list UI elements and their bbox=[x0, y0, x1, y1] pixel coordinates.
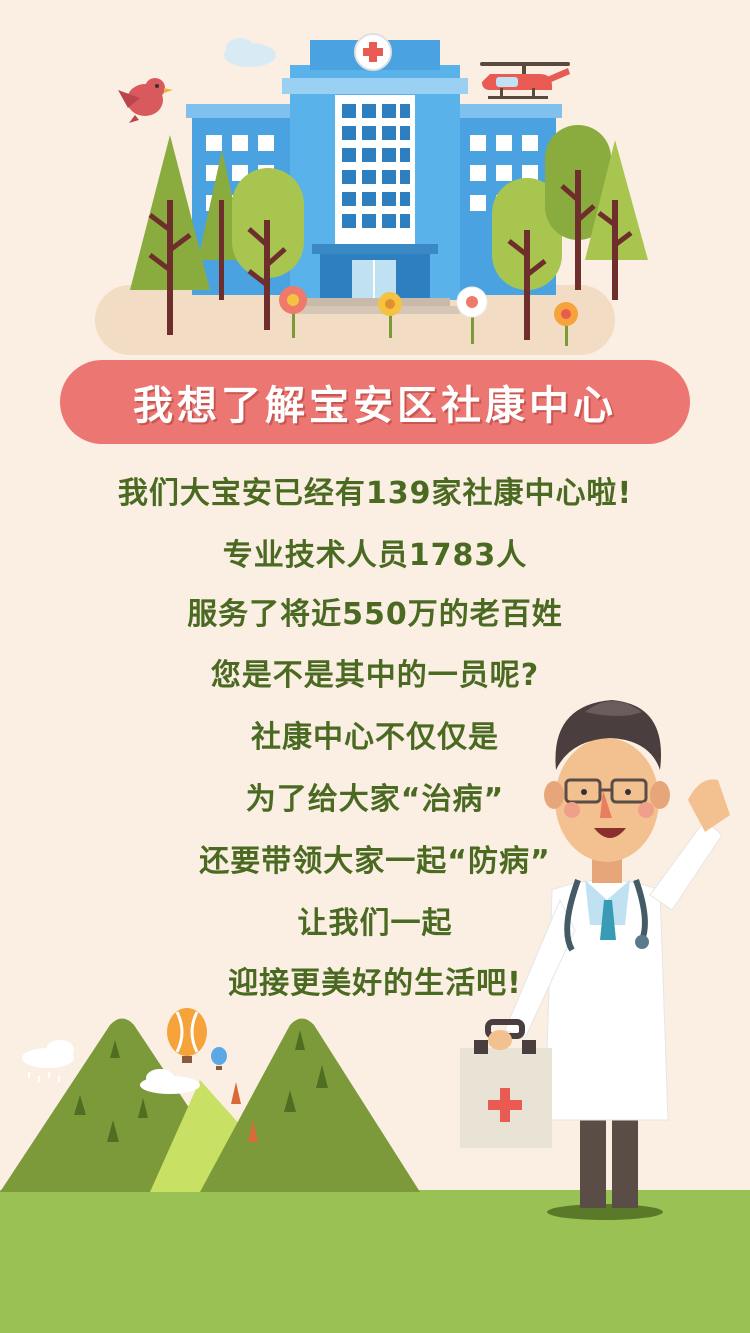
tree-icon bbox=[130, 135, 210, 335]
message-line-1: 我们大宝安已经有139家社康中心啦! bbox=[117, 476, 633, 511]
message-line-5: 社康中心不仅仅是 bbox=[251, 720, 499, 755]
flower-icon bbox=[554, 302, 578, 346]
rain-icon bbox=[28, 1072, 60, 1082]
message-line-3: 服务了将近550万的老百姓 bbox=[187, 597, 563, 632]
mountain-icon bbox=[0, 1018, 420, 1192]
cloud-icon bbox=[22, 1040, 200, 1094]
message-line-9: 迎接更美好的生活吧! bbox=[228, 966, 522, 1001]
flower-icon bbox=[378, 292, 402, 338]
first-aid-kit-icon bbox=[460, 1019, 552, 1148]
tree-icon bbox=[232, 168, 304, 330]
tree-icon bbox=[545, 125, 611, 290]
helicopter-icon bbox=[480, 62, 570, 99]
tree-icon bbox=[231, 1082, 258, 1142]
tree-icon bbox=[492, 178, 562, 340]
banner-title: 我想了解宝安区社康中心 bbox=[133, 383, 617, 429]
hot-air-balloon-icon bbox=[211, 1047, 227, 1070]
bird-icon bbox=[118, 78, 173, 123]
message-line-8: 让我们一起 bbox=[297, 906, 453, 941]
message-line-7: 还要带领大家一起“防病” bbox=[199, 844, 551, 879]
tree-icon bbox=[585, 140, 648, 300]
grass-ground bbox=[0, 1190, 750, 1333]
title-banner: 我想了解宝安区社康中心 bbox=[60, 360, 690, 444]
flower-icon bbox=[279, 286, 307, 338]
message-line-4: 您是不是其中的一员呢? bbox=[210, 658, 540, 693]
cloud-icon bbox=[224, 38, 276, 67]
message-line-2: 专业技术人员1783人 bbox=[222, 538, 528, 573]
hot-air-balloon-icon bbox=[167, 1008, 207, 1063]
message-line-6: 为了给大家“治病” bbox=[245, 782, 505, 817]
hospital-scene bbox=[95, 33, 648, 355]
flower-icon bbox=[456, 286, 488, 344]
tree-icon bbox=[74, 1030, 328, 1142]
